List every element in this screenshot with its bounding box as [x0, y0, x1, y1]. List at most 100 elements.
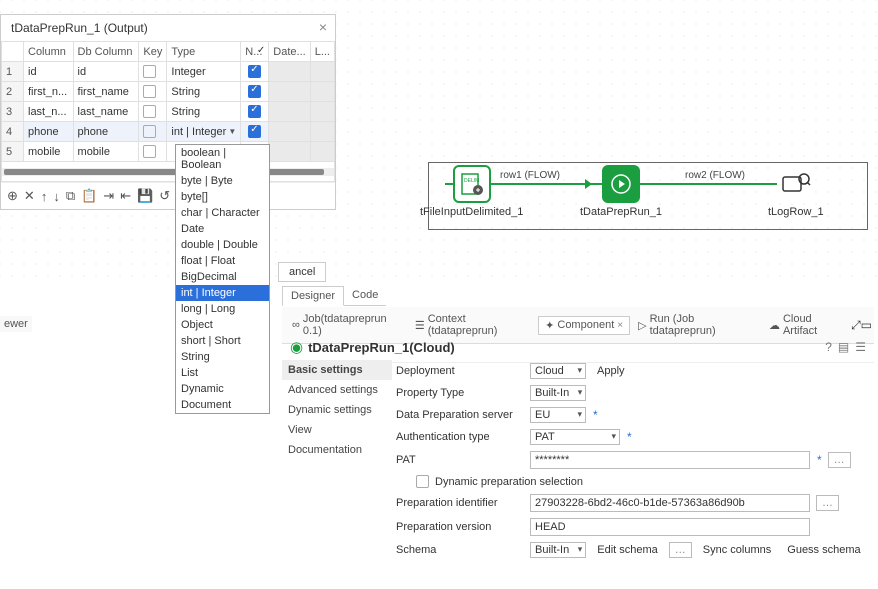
edit-schema-more[interactable]: …: [669, 542, 692, 558]
copy-icon[interactable]: ⧉: [66, 188, 75, 204]
select-proptype[interactable]: Built-In: [530, 385, 586, 401]
dropdown-option[interactable]: List: [176, 365, 269, 381]
nav-doc[interactable]: Documentation: [282, 440, 392, 460]
h-scrollbar[interactable]: [2, 168, 334, 176]
select-schema[interactable]: Built-In: [530, 542, 586, 558]
cell-type: String: [167, 82, 241, 102]
node-dataprep[interactable]: tDataPrepRun_1: [580, 165, 662, 218]
input-prepver[interactable]: HEAD: [530, 518, 810, 536]
file-input-icon: DELIM: [453, 165, 491, 203]
col-header[interactable]: N...: [241, 42, 269, 62]
paste-icon[interactable]: 📋: [81, 188, 97, 204]
dropdown-option[interactable]: Dynamic: [176, 381, 269, 397]
layout2-icon[interactable]: ☰: [855, 340, 866, 354]
close-icon[interactable]: ×: [319, 19, 327, 35]
dropdown-option[interactable]: char | Character: [176, 205, 269, 221]
save-icon[interactable]: 💾: [137, 188, 153, 204]
table-row[interactable]: 4phonephoneint | Integer▼: [2, 122, 335, 142]
dropdown-option[interactable]: boolean | Boolean: [176, 145, 269, 173]
cell-dbcolumn: last_name: [73, 102, 139, 122]
layout-icon[interactable]: ▤: [838, 340, 849, 354]
col-header[interactable]: Type: [167, 42, 241, 62]
col-header[interactable]: L...: [310, 42, 334, 62]
input-pat[interactable]: ********: [530, 451, 810, 469]
guess-schema-button[interactable]: Guess schema: [782, 543, 865, 557]
nav-basic[interactable]: Basic settings: [282, 360, 392, 380]
apply-button[interactable]: Apply: [592, 364, 630, 378]
checkbox-key[interactable]: [143, 125, 156, 138]
help-icon[interactable]: ?: [825, 340, 832, 354]
node-logrow[interactable]: tLogRow_1: [768, 165, 824, 218]
checkbox-nullable[interactable]: [248, 125, 261, 138]
select-auth[interactable]: PAT: [530, 429, 620, 445]
dropdown-option[interactable]: Object: [176, 317, 269, 333]
col-header[interactable]: Column: [24, 42, 74, 62]
checkbox-key[interactable]: [143, 105, 156, 118]
down-icon[interactable]: ↓: [53, 189, 60, 204]
label-dynamic-prep: Dynamic preparation selection: [435, 476, 583, 488]
dropdown-option[interactable]: BigDecimal: [176, 269, 269, 285]
edit-schema-button[interactable]: Edit schema: [592, 543, 663, 557]
collapse-icon[interactable]: ⤢: [851, 318, 859, 333]
type-dropdown[interactable]: boolean | Booleanbyte | Bytebyte[]char |…: [175, 144, 270, 414]
flow-label: row2 (FLOW): [685, 170, 745, 181]
cell-type: Integer: [167, 62, 241, 82]
table-row[interactable]: 1ididInteger: [2, 62, 335, 82]
label-proptype: Property Type: [396, 387, 524, 399]
checkbox-nullable[interactable]: [248, 105, 261, 118]
remove-icon[interactable]: ✕: [24, 188, 35, 204]
dropdown-option[interactable]: float | Float: [176, 253, 269, 269]
label-schema: Schema: [396, 544, 524, 556]
select-dps[interactable]: EU: [530, 407, 586, 423]
node-file-input[interactable]: DELIM tFileInputDelimited_1: [420, 165, 523, 218]
cell-dbcolumn: first_name: [73, 82, 139, 102]
dropdown-option[interactable]: byte[]: [176, 189, 269, 205]
cell-dbcolumn: phone: [73, 122, 139, 142]
import-icon[interactable]: ⇥: [103, 188, 114, 204]
dropdown-option[interactable]: byte | Byte: [176, 173, 269, 189]
tab-designer[interactable]: Designer: [282, 286, 344, 306]
dropdown-option[interactable]: long | Long: [176, 301, 269, 317]
dropdown-option[interactable]: int | Integer: [176, 285, 269, 301]
reset-icon[interactable]: ↺: [159, 188, 170, 204]
col-header[interactable]: Key: [139, 42, 167, 62]
dropdown-option[interactable]: double | Double: [176, 237, 269, 253]
close-icon[interactable]: ×: [617, 320, 623, 331]
dropdown-option[interactable]: short | Short: [176, 333, 269, 349]
select-deployment[interactable]: Cloud: [530, 363, 586, 379]
checkbox-dynamic-prep[interactable]: [416, 475, 429, 488]
nav-advanced[interactable]: Advanced settings: [282, 380, 392, 400]
checkbox-key[interactable]: [143, 85, 156, 98]
sync-columns-button[interactable]: Sync columns: [698, 543, 776, 557]
viewer-tab-fragment[interactable]: ewer: [0, 316, 32, 332]
node-label: tDataPrepRun_1: [580, 206, 662, 218]
minimize-icon[interactable]: ▭: [861, 318, 870, 332]
nav-view[interactable]: View: [282, 420, 392, 440]
table-row[interactable]: 2first_n...first_nameString: [2, 82, 335, 102]
input-prepid[interactable]: 27903228-6bd2-46c0-b1de-57363a86d90b: [530, 494, 810, 512]
checkbox-key[interactable]: [143, 145, 156, 158]
up-icon[interactable]: ↑: [41, 189, 48, 204]
cell-column: mobile: [24, 142, 74, 162]
checkbox-nullable[interactable]: [248, 85, 261, 98]
prepid-more-button[interactable]: …: [816, 495, 839, 511]
col-header[interactable]: Date...: [269, 42, 310, 62]
col-header[interactable]: Db Column: [73, 42, 139, 62]
checkbox-key[interactable]: [143, 65, 156, 78]
tab-code[interactable]: Code: [344, 286, 386, 306]
dropdown-option[interactable]: String: [176, 349, 269, 365]
flow-canvas[interactable]: row1 (FLOW) row2 (FLOW) DELIM tFileInput…: [390, 150, 860, 270]
cancel-button[interactable]: ancel: [278, 262, 326, 282]
pat-more-button[interactable]: …: [828, 452, 851, 468]
cell-type: int | Integer▼: [167, 122, 241, 142]
dropdown-option[interactable]: Document: [176, 397, 269, 413]
schema-table: Column Db Column Key Type N... Date... L…: [1, 41, 335, 182]
nav-dynamic[interactable]: Dynamic settings: [282, 400, 392, 420]
table-row[interactable]: 5mobilemobile: [2, 142, 335, 162]
checkbox-nullable[interactable]: [248, 65, 261, 78]
export-icon[interactable]: ⇤: [120, 188, 131, 204]
settings-body: Deployment Cloud Apply Property Type Bui…: [396, 360, 870, 561]
table-row[interactable]: 3last_n...last_nameString: [2, 102, 335, 122]
add-icon[interactable]: ⊕: [7, 188, 18, 204]
dropdown-option[interactable]: Date: [176, 221, 269, 237]
